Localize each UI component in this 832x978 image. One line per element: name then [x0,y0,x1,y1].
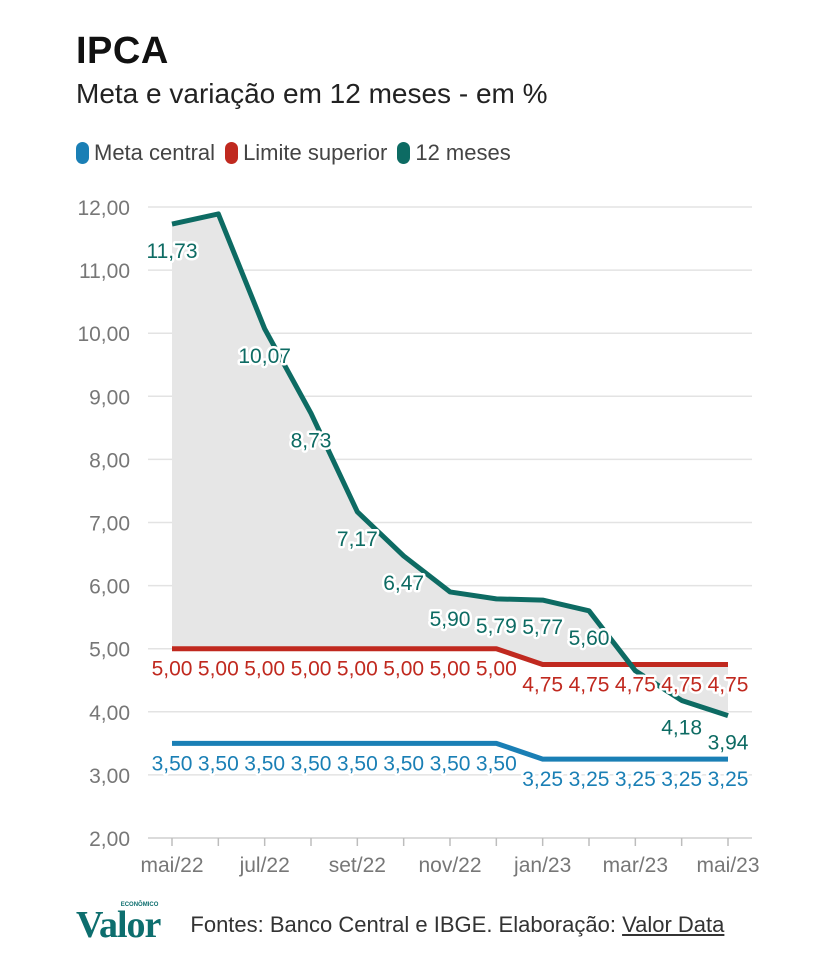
legend-label-meta-central: Meta central [94,140,216,165]
data-label-12-meses: 5,79 [476,615,517,638]
data-label-limite-superior: 4,75 [522,673,563,696]
source-note: Fontes: Banco Central e IBGE. Elaboração… [190,912,724,938]
valor-logo: Valor ECONÔMICO [76,902,161,946]
data-label-limite-superior: 4,75 [661,673,702,696]
data-label-limite-superior: 5,00 [337,658,378,681]
data-label-meta-central: 3,50 [383,752,424,775]
legend-item-meta-central[interactable]: Meta central [76,140,215,166]
data-label-12-meses: 5,77 [522,616,563,639]
chart-subtitle: Meta e variação em 12 meses - em % [76,78,548,109]
legend-item-12-meses[interactable]: 12 meses [397,140,511,166]
y-tick-label: 11,00 [79,260,130,283]
legend-swatch-limite-superior [225,142,239,164]
legend-label-12-meses: 12 meses [415,140,511,165]
y-tick-label: 12,00 [77,197,130,220]
data-label-meta-central: 3,50 [244,752,285,775]
series-line-meta-central [172,740,728,762]
line-chart: 2,00 3,00 4,00 5,00 6,00 7,00 8,00 9,00 10,00 11,… [77,197,759,877]
data-label-meta-central: 3,50 [337,752,378,775]
y-tick-label: 5,00 [89,639,130,662]
y-tick-label: 2,00 [89,828,130,851]
chart-title: IPCA [76,30,169,72]
data-label-12-meses: 7,17 [337,528,378,551]
legend-item-limite-superior[interactable]: Limite superior [225,140,387,166]
data-label-12-meses: 5,90 [430,608,471,631]
data-label-limite-superior: 5,00 [198,658,239,681]
x-tick-label: mai/23 [696,854,759,877]
data-labels: 3,50 3,50 3,50 3,50 3,50 3,50 3,50 3,503,25 3,25… [144,238,751,794]
y-tick-label: 3,00 [89,765,130,788]
y-tick-label: 8,00 [89,449,130,472]
logo-tag: ECONÔMICO [120,902,159,908]
x-tick-label: jul/22 [239,854,290,877]
legend-swatch-meta-central [76,142,89,164]
data-label-limite-superior: 5,00 [152,658,193,681]
x-tick-label: mai/22 [140,854,203,877]
data-label-12-meses: 4,18 [661,716,702,739]
y-tick-label: 7,00 [89,513,130,536]
y-tick-label: 9,00 [89,386,130,409]
data-label-meta-central: 3,25 [569,768,610,791]
x-tick-label: mar/23 [603,854,668,877]
data-label-meta-central: 3,25 [615,768,656,791]
data-label-meta-central: 3,25 [708,768,749,791]
data-label-limite-superior: 4,75 [708,673,749,696]
series-line-12-meses [171,211,729,718]
legend-label-limite-superior: Limite superior [243,140,388,165]
x-tick-label: nov/22 [418,854,481,877]
data-label-meta-central: 3,25 [661,768,702,791]
source-link-valor-data[interactable]: Valor Data [622,912,725,937]
data-label-12-meses: 5,60 [569,627,610,650]
legend: Meta central Limite superior 12 meses [76,140,521,166]
data-label-limite-superior: 4,75 [615,673,656,696]
y-tick-label: 6,00 [89,576,130,599]
data-label-meta-central: 3,50 [291,752,332,775]
data-label-12-meses: 6,47 [383,572,424,595]
x-tick-label: set/22 [329,854,386,877]
data-label-meta-central: 3,50 [152,752,193,775]
data-label-12-meses: 3,94 [708,732,749,755]
shaded-area-above-limit [172,213,728,716]
source-prefix: Fontes: Banco Central e IBGE. Elaboração… [190,912,616,937]
series-lines [171,211,729,762]
axes: 2,00 3,00 4,00 5,00 6,00 7,00 8,00 9,00 10,00 11,… [77,197,759,877]
data-label-12-meses: 11,73 [147,240,198,263]
data-label-12-meses: 10,07 [238,345,291,368]
data-label-12-meses: 8,73 [291,429,332,452]
data-label-limite-superior: 5,00 [383,658,424,681]
logo-text: Valor [76,904,161,946]
y-tick-label: 10,00 [77,323,130,346]
legend-swatch-12-meses [397,142,411,164]
data-label-meta-central: 3,50 [198,752,239,775]
data-label-limite-superior: 5,00 [430,658,471,681]
data-label-limite-superior: 5,00 [476,658,517,681]
series-line-limite-superior [172,646,728,667]
x-tick-label: jan/23 [513,854,571,877]
data-label-meta-central: 3,50 [476,752,517,775]
footer: Valor ECONÔMICO Fontes: Banco Central e … [76,902,724,946]
data-label-limite-superior: 5,00 [291,658,332,681]
data-label-limite-superior: 4,75 [569,673,610,696]
shaded-area [172,213,728,716]
data-label-limite-superior: 5,00 [244,658,285,681]
data-label-meta-central: 3,50 [430,752,471,775]
data-label-meta-central: 3,25 [522,768,563,791]
y-tick-label: 4,00 [89,702,130,725]
